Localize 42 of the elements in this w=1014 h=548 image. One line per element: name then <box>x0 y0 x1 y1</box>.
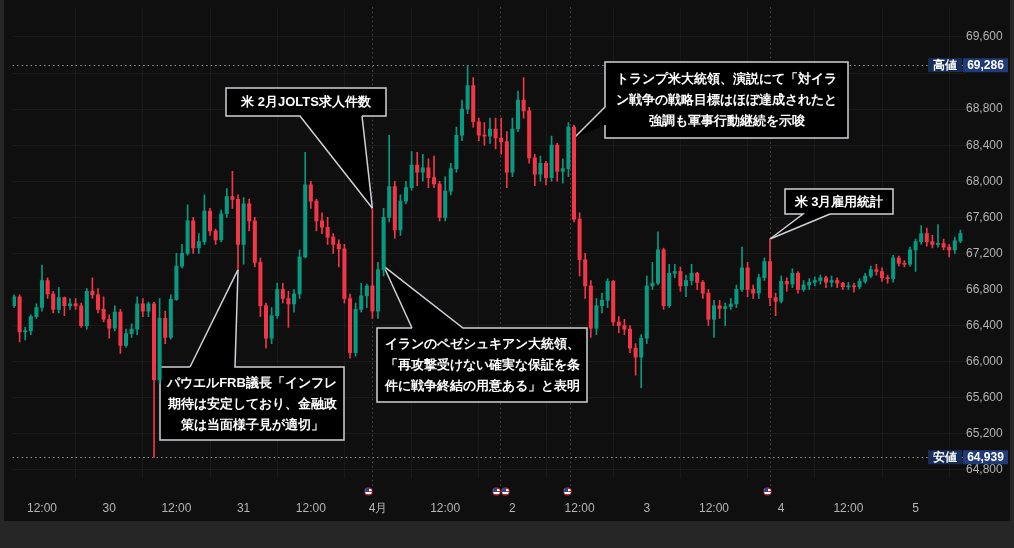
x-tick-label: 12:00 <box>27 500 58 515</box>
annotation: トランプ米大統領、演説にて「対イラン戦争の戦略目標はほぼ達成されたと強調も軍事行動継続を示唆 <box>616 71 837 129</box>
y-tick-label: 66,000 <box>966 353 1004 368</box>
y-tick-label: 65,600 <box>966 390 1004 405</box>
y-tick-label: 68,000 <box>966 173 1004 188</box>
annotation: パウエルFRB議長「インフレ期待は安定しており、金融政策は当面様子見が適切」 <box>166 374 338 432</box>
ref-line-label: 安値 64,939 <box>933 450 1005 465</box>
ref-line-label: 高値 69,286 <box>933 58 1005 73</box>
candlestick <box>499 117 504 155</box>
candlestick <box>723 302 728 326</box>
x-tick-label: 12:00 <box>564 500 595 515</box>
candlestick <box>415 152 420 187</box>
y-tick-label: 67,600 <box>966 209 1004 224</box>
x-tick-label: 12:00 <box>430 500 461 515</box>
x-tick-label: 12:00 <box>698 500 730 515</box>
annotation: イランのペゼシュキアン大統領、「再攻撃受けない確実な保証を条件に戦争終結の用意ある」と表明 <box>383 336 580 394</box>
y-tick-label: 64,800 <box>966 462 1004 477</box>
annotation: 米 2月JOLTS求人件数 <box>240 94 372 110</box>
candlestick <box>420 153 425 182</box>
candlestick <box>672 263 677 279</box>
y-tick-label: 66,800 <box>966 281 1004 296</box>
candlestick <box>336 239 341 268</box>
x-tick-label: 30 <box>102 500 117 515</box>
y-tick-label: 68,800 <box>966 101 1004 116</box>
x-tick-label: 12:00 <box>295 500 327 515</box>
candlestick <box>851 282 857 293</box>
annotation: 米 3月雇用統計 <box>793 193 884 209</box>
y-tick-label: 66,400 <box>966 317 1004 332</box>
candlestick <box>431 155 437 188</box>
y-tick-label: 68,400 <box>966 137 1004 152</box>
y-tick-label: 67,200 <box>966 245 1004 260</box>
y-tick-label: 69,600 <box>966 29 1004 44</box>
x-tick-label: 12:00 <box>161 500 192 515</box>
x-tick-label: 5 <box>912 500 920 515</box>
x-tick-label: 12:00 <box>833 500 864 515</box>
y-tick-label: 65,200 <box>966 426 1004 441</box>
x-tick-label: 4 <box>777 500 785 515</box>
x-tick-label: 2 <box>509 500 517 515</box>
x-tick-label: 3 <box>643 500 651 515</box>
candlestick <box>935 224 941 248</box>
x-tick-label: 31 <box>236 500 251 515</box>
x-tick-label: 4月 <box>368 500 388 515</box>
